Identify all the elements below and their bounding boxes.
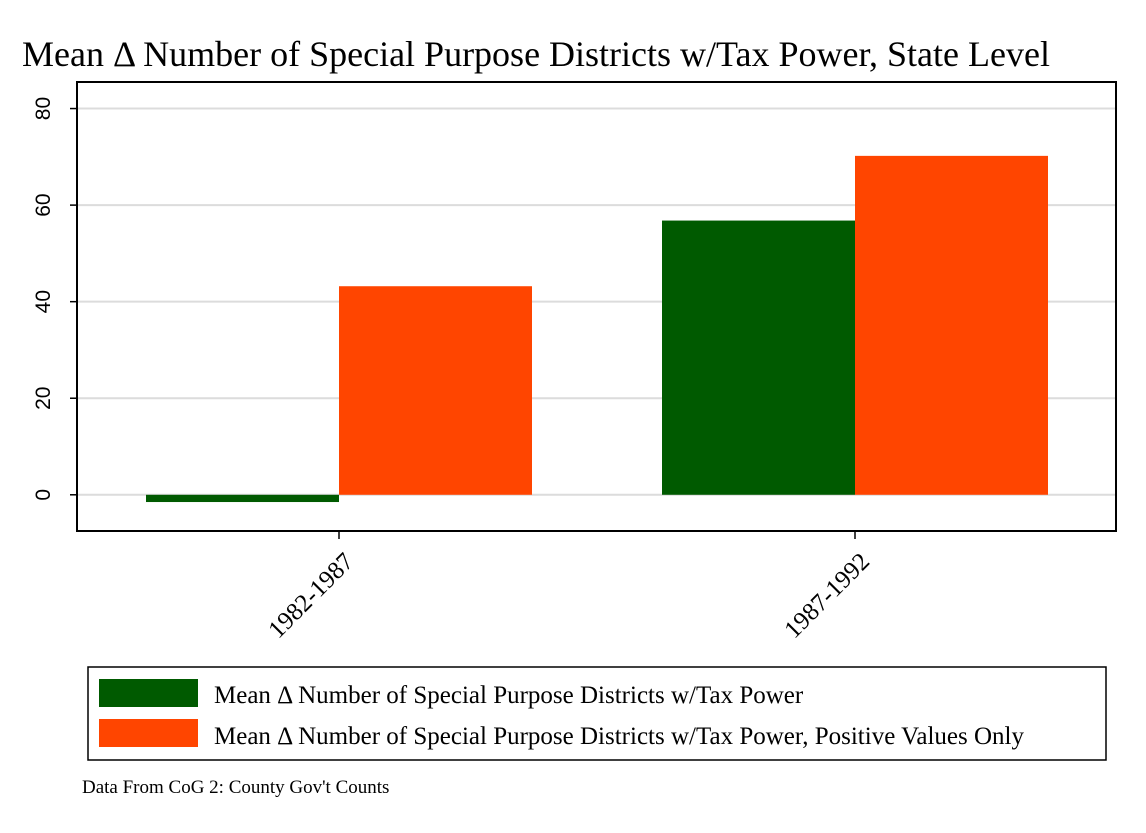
bar-2-1987-1992	[855, 155, 1048, 495]
legend-label-series-2: Mean Δ Number of Special Purpose Distric…	[214, 723, 1024, 750]
bar-1-1987-1992	[662, 220, 855, 495]
y-tick-label: 40	[32, 290, 55, 313]
legend-swatch-series-2	[99, 719, 198, 747]
x-tick-label: 1982-1987	[263, 548, 359, 644]
y-tick-label: 20	[32, 387, 55, 410]
y-axis: 0 20 40 60 80	[32, 97, 77, 501]
x-tick-label: 1987-1992	[779, 548, 875, 644]
y-tick-label: 0	[32, 489, 55, 501]
legend: Mean Δ Number of Special Purpose Distric…	[87, 666, 1107, 761]
bar-1-1982-1987	[146, 494, 339, 503]
y-tick-label: 80	[32, 97, 55, 120]
legend-frame	[87, 666, 1107, 761]
y-tick-label: 60	[32, 193, 55, 216]
plot-frame	[76, 81, 1117, 532]
chart-title: Mean Δ Number of Special Purpose Distric…	[22, 34, 1050, 74]
bars	[146, 155, 1048, 503]
legend-swatch-series-1	[99, 679, 198, 707]
legend-label-series-1: Mean Δ Number of Special Purpose Distric…	[214, 682, 804, 709]
plot-area: 0 20 40 60 80 1982-1987 1987-1992	[32, 81, 1117, 644]
source-note: Data From CoG 2: County Gov't Counts	[82, 777, 389, 798]
bar-2-1982-1987	[339, 286, 532, 495]
x-axis: 1982-1987 1987-1992	[263, 531, 875, 644]
